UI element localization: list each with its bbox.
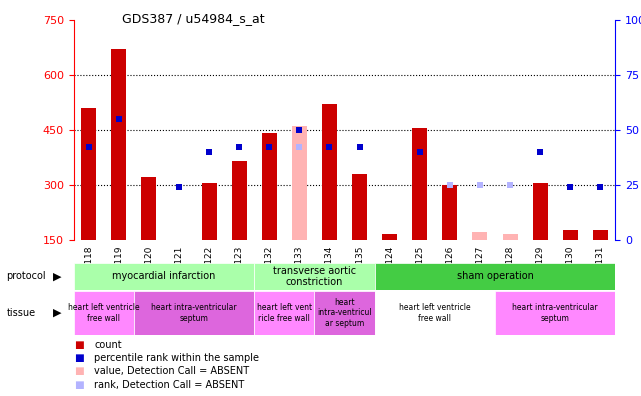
Text: value, Detection Call = ABSENT: value, Detection Call = ABSENT [94,366,249,377]
Bar [352,173,367,240]
Text: ■: ■ [74,353,83,364]
Text: heart intra-ventricular
septum: heart intra-ventricular septum [512,303,598,322]
Text: count: count [94,340,122,350]
Bar [81,108,96,240]
Text: myocardial infarction: myocardial infarction [112,271,215,282]
Text: heart left ventricle
free wall: heart left ventricle free wall [399,303,470,322]
Bar [74,263,254,290]
Bar [382,234,397,240]
Bar [292,126,307,240]
Bar [563,230,578,240]
Bar [262,133,277,240]
Text: heart left vent
ricle free wall: heart left vent ricle free wall [257,303,312,322]
Bar [593,230,608,240]
Text: protocol: protocol [6,271,46,282]
Bar [374,263,615,290]
Bar [442,185,458,240]
Bar [412,128,428,240]
Bar [112,49,126,240]
Text: GDS387 / u54984_s_at: GDS387 / u54984_s_at [122,12,265,25]
Bar [315,291,374,335]
Text: sham operation: sham operation [456,271,533,282]
Text: heart
intra-ventricul
ar septum: heart intra-ventricul ar septum [317,298,372,328]
Bar [134,291,254,335]
Bar [254,291,315,335]
Text: ▶: ▶ [53,308,62,318]
Bar [142,177,156,240]
Bar [374,291,495,335]
Bar [231,161,247,240]
Bar [202,183,217,240]
Text: ■: ■ [74,366,83,377]
Text: heart intra-ventricular
septum: heart intra-ventricular septum [151,303,237,322]
Bar [503,234,517,240]
Text: ■: ■ [74,379,83,390]
Bar [533,183,547,240]
Text: percentile rank within the sample: percentile rank within the sample [94,353,259,364]
Text: tissue: tissue [6,308,35,318]
Text: transverse aortic
constriction: transverse aortic constriction [273,266,356,287]
Text: ■: ■ [74,340,83,350]
Text: rank, Detection Call = ABSENT: rank, Detection Call = ABSENT [94,379,244,390]
Bar [322,104,337,240]
Bar [254,263,374,290]
Text: ▶: ▶ [53,271,62,282]
Text: heart left ventricle
free wall: heart left ventricle free wall [68,303,140,322]
Bar [472,232,487,240]
Bar [74,291,134,335]
Bar [495,291,615,335]
